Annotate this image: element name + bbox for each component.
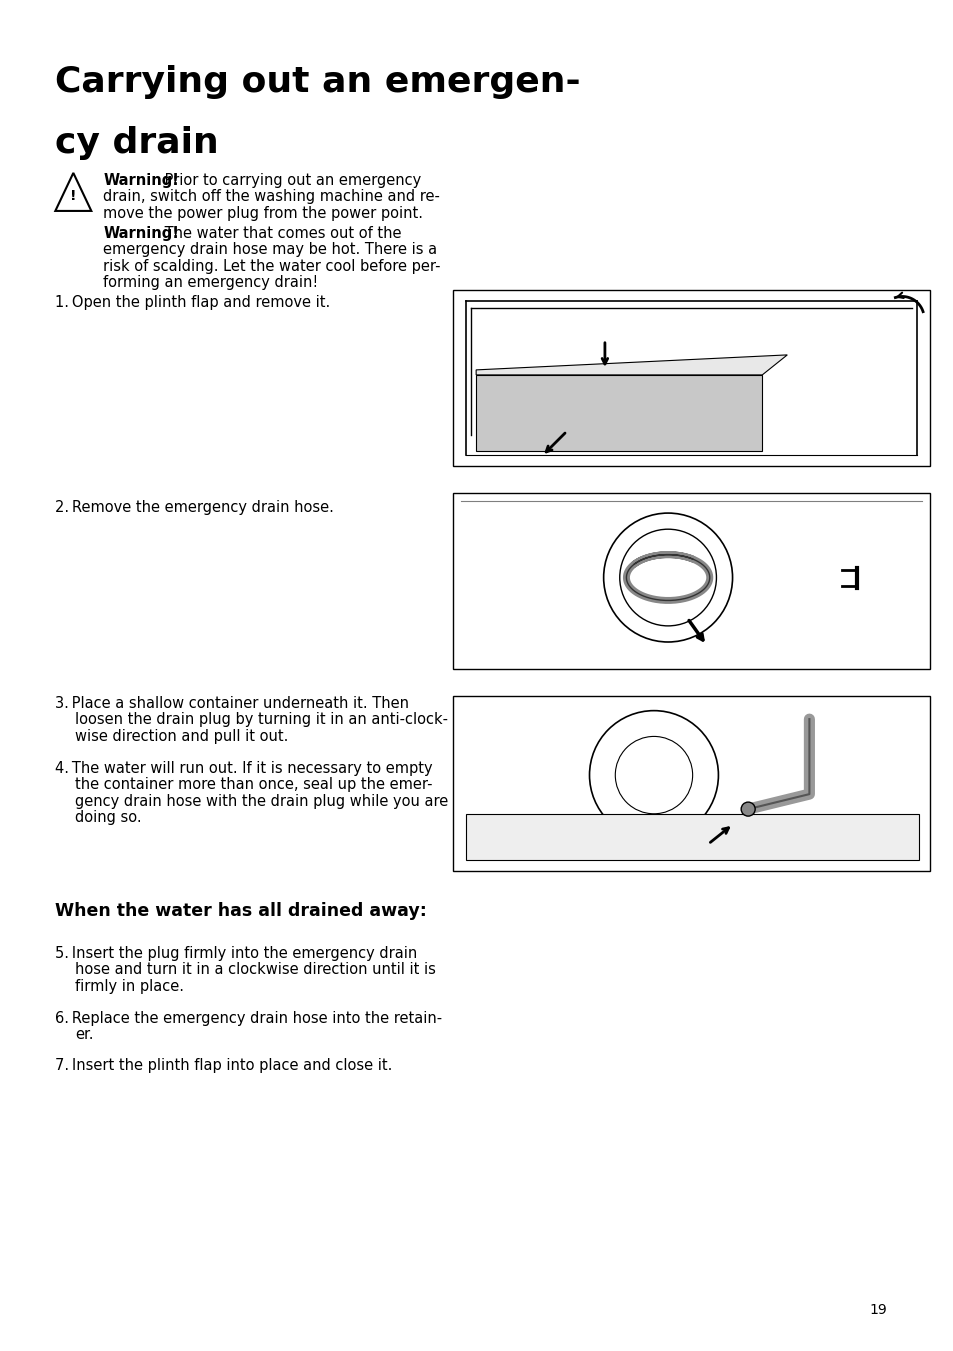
Text: Warning!: Warning! [103, 226, 179, 240]
Text: forming an emergency drain!: forming an emergency drain! [103, 276, 318, 290]
Bar [453, 696, 929, 871]
Text: hose and turn it in a clockwise direction until it is: hose and turn it in a clockwise directio… [75, 962, 436, 977]
Text: Warning!: Warning! [103, 173, 179, 188]
Text: When the water has all drained away:: When the water has all drained away: [55, 902, 427, 920]
Bar [453, 290, 929, 466]
Text: The water that comes out of the: The water that comes out of the [160, 226, 401, 240]
Text: 1. Open the plinth flap and remove it.: 1. Open the plinth flap and remove it. [55, 295, 331, 309]
Text: wise direction and pull it out.: wise direction and pull it out. [75, 728, 289, 744]
Text: 3. Place a shallow container underneath it. Then: 3. Place a shallow container underneath … [55, 696, 409, 711]
Polygon shape [476, 355, 786, 374]
Text: !: ! [70, 189, 76, 204]
Text: risk of scalding. Let the water cool before per-: risk of scalding. Let the water cool bef… [103, 259, 440, 274]
Text: drain, switch off the washing machine and re-: drain, switch off the washing machine an… [103, 189, 439, 204]
Text: 2. Remove the emergency drain hose.: 2. Remove the emergency drain hose. [55, 500, 334, 515]
Text: the container more than once, seal up the emer-: the container more than once, seal up th… [75, 777, 433, 792]
Bar [453, 493, 929, 669]
Text: Carrying out an emergen-: Carrying out an emergen- [55, 65, 580, 99]
Circle shape [740, 802, 755, 816]
Text: Prior to carrying out an emergency: Prior to carrying out an emergency [160, 173, 421, 188]
Text: cy drain: cy drain [55, 126, 219, 159]
Bar [466, 815, 918, 861]
Bar [476, 374, 761, 451]
Text: 6. Replace the emergency drain hose into the retain-: 6. Replace the emergency drain hose into… [55, 1011, 442, 1025]
Text: firmly in place.: firmly in place. [75, 978, 184, 994]
Text: gency drain hose with the drain plug while you are: gency drain hose with the drain plug whi… [75, 793, 448, 809]
Text: loosen the drain plug by turning it in an anti-clock-: loosen the drain plug by turning it in a… [75, 712, 448, 727]
Text: 4. The water will run out. If it is necessary to empty: 4. The water will run out. If it is nece… [55, 761, 433, 775]
Text: 7. Insert the plinth flap into place and close it.: 7. Insert the plinth flap into place and… [55, 1058, 393, 1073]
Text: doing so.: doing so. [75, 811, 142, 825]
Text: move the power plug from the power point.: move the power plug from the power point… [103, 205, 423, 222]
Text: emergency drain hose may be hot. There is a: emergency drain hose may be hot. There i… [103, 242, 437, 257]
Text: 5. Insert the plug firmly into the emergency drain: 5. Insert the plug firmly into the emerg… [55, 946, 417, 961]
Text: er.: er. [75, 1027, 93, 1042]
Text: 19: 19 [868, 1304, 886, 1317]
